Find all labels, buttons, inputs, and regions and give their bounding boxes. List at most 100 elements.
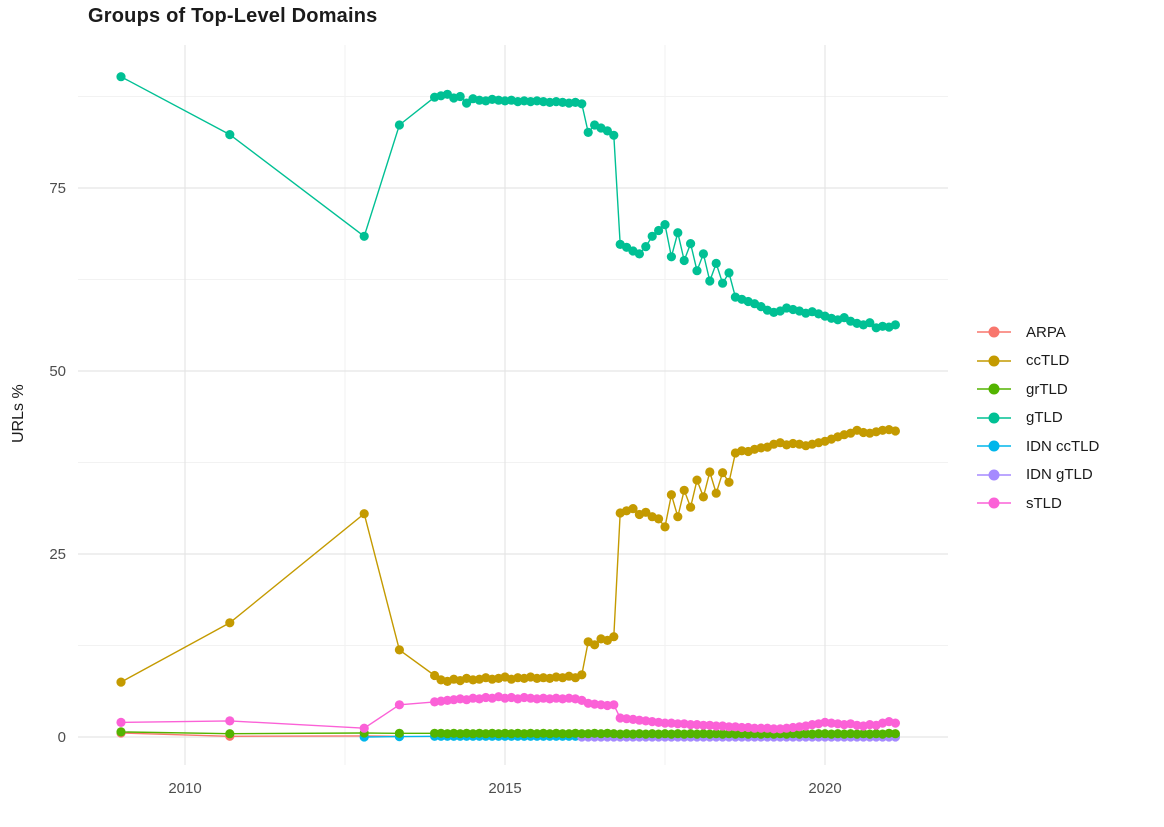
- data-point-gtld: [455, 91, 465, 102]
- data-point-cctld: [686, 502, 696, 512]
- data-point-gtld: [673, 228, 683, 238]
- data-point-grtld: [394, 728, 404, 738]
- data-point-stld: [394, 700, 404, 710]
- data-point-cctld: [654, 514, 664, 524]
- data-point-cctld: [590, 640, 600, 650]
- x-tick-label: 2015: [488, 780, 521, 797]
- data-point-gtld: [865, 318, 875, 328]
- data-point-gtld: [679, 255, 689, 266]
- data-point-gtld: [359, 231, 369, 241]
- data-point-cctld: [692, 475, 702, 485]
- data-point-gtld: [666, 252, 677, 262]
- legend-marker-icon: [977, 412, 1011, 424]
- data-point-stld: [750, 723, 760, 733]
- data-point-stld: [769, 724, 779, 734]
- data-point-cctld: [679, 485, 689, 495]
- data-point-grtld: [577, 729, 587, 739]
- data-point-stld: [673, 719, 683, 729]
- data-point-gtld: [654, 225, 664, 236]
- data-point-gtld: [602, 126, 613, 136]
- data-point-stld: [225, 716, 235, 726]
- data-point-cctld: [698, 492, 709, 502]
- series-line-cctld: [120, 428, 896, 683]
- data-point-cctld: [628, 504, 638, 514]
- data-point-stld: [724, 722, 734, 732]
- data-point-gtld: [660, 220, 670, 230]
- x-tick-label: 2010: [168, 780, 201, 797]
- legend-item-cctld: ccTLD: [976, 347, 1099, 376]
- data-point-gtld: [718, 278, 728, 288]
- data-point-cctld: [711, 488, 721, 498]
- legend-item-stld: sTLD: [976, 489, 1099, 518]
- data-point-cctld: [641, 507, 651, 517]
- data-point-cctld: [724, 477, 734, 487]
- data-point-cctld: [577, 670, 587, 680]
- data-point-cctld: [225, 618, 235, 628]
- data-point-stld: [116, 717, 126, 728]
- x-tick-label: 2020: [808, 780, 841, 797]
- data-point-gtld: [462, 98, 472, 108]
- data-point-cctld: [609, 632, 619, 642]
- data-point-grtld: [890, 729, 901, 739]
- data-point-gtld: [692, 266, 702, 276]
- data-point-cctld: [673, 512, 683, 522]
- data-point-gtld: [225, 130, 235, 140]
- y-tick-label: 50: [49, 363, 66, 380]
- data-point-cctld: [666, 490, 677, 500]
- data-point-gtld: [577, 99, 587, 109]
- legend-marker-icon: [977, 469, 1011, 481]
- data-point-stld: [660, 718, 670, 728]
- data-point-gtld: [609, 130, 619, 140]
- chart-title: Groups of Top-Level Domains: [88, 5, 378, 27]
- legend-label: ARPA: [1026, 323, 1066, 341]
- legend-marker-icon: [977, 326, 1011, 338]
- data-point-gtld: [641, 242, 651, 252]
- data-point-stld: [609, 700, 619, 710]
- data-point-grtld: [430, 728, 440, 738]
- data-point-cctld: [359, 509, 369, 519]
- data-point-stld: [698, 720, 709, 730]
- legend-label: IDN gTLD: [1026, 466, 1093, 484]
- y-tick-label: 25: [49, 546, 66, 563]
- legend-label: sTLD: [1026, 494, 1062, 512]
- data-point-stld: [737, 722, 747, 733]
- y-tick-label: 75: [49, 180, 66, 197]
- legend-label: grTLD: [1026, 380, 1068, 398]
- data-point-gtld: [634, 249, 645, 259]
- data-point-grtld: [814, 729, 824, 739]
- data-point-stld: [686, 720, 696, 730]
- data-point-cctld: [718, 468, 728, 478]
- data-point-gtld: [705, 276, 715, 286]
- data-point-gtld: [890, 320, 901, 330]
- data-point-cctld: [705, 467, 715, 477]
- data-point-gtld: [698, 249, 709, 259]
- data-point-grtld: [558, 729, 568, 739]
- y-tick-label: 0: [58, 729, 66, 746]
- data-point-cctld: [430, 670, 440, 681]
- legend-marker-icon: [977, 355, 1011, 367]
- data-point-cctld: [394, 645, 404, 655]
- data-point-gtld: [711, 258, 721, 268]
- legend-label: gTLD: [1026, 409, 1063, 427]
- legend-marker-icon: [977, 497, 1011, 509]
- legend: ARPA ccTLD grTLD gTLD IDN ccTLD IDN gTLD sTLD: [976, 318, 1099, 518]
- data-point-gtld: [724, 268, 734, 278]
- legend-marker-icon: [977, 383, 1011, 395]
- data-point-stld: [756, 723, 766, 733]
- legend-marker-icon: [977, 440, 1011, 452]
- data-point-gtld: [686, 239, 696, 249]
- data-point-gtld: [116, 72, 126, 82]
- legend-item-arpa: ARPA: [976, 318, 1099, 347]
- legend-label: IDN ccTLD: [1026, 437, 1100, 455]
- data-point-gtld: [394, 120, 404, 130]
- data-point-stld: [711, 721, 721, 731]
- legend-item-gtld: gTLD: [976, 404, 1099, 433]
- legend-label: ccTLD: [1026, 352, 1070, 370]
- data-point-cctld: [890, 426, 901, 436]
- legend-item-grtld: grTLD: [976, 375, 1099, 404]
- data-point-gtld: [647, 231, 657, 241]
- data-point-grtld: [116, 727, 126, 737]
- series-line-stld: [120, 695, 896, 730]
- data-point-stld: [890, 718, 901, 728]
